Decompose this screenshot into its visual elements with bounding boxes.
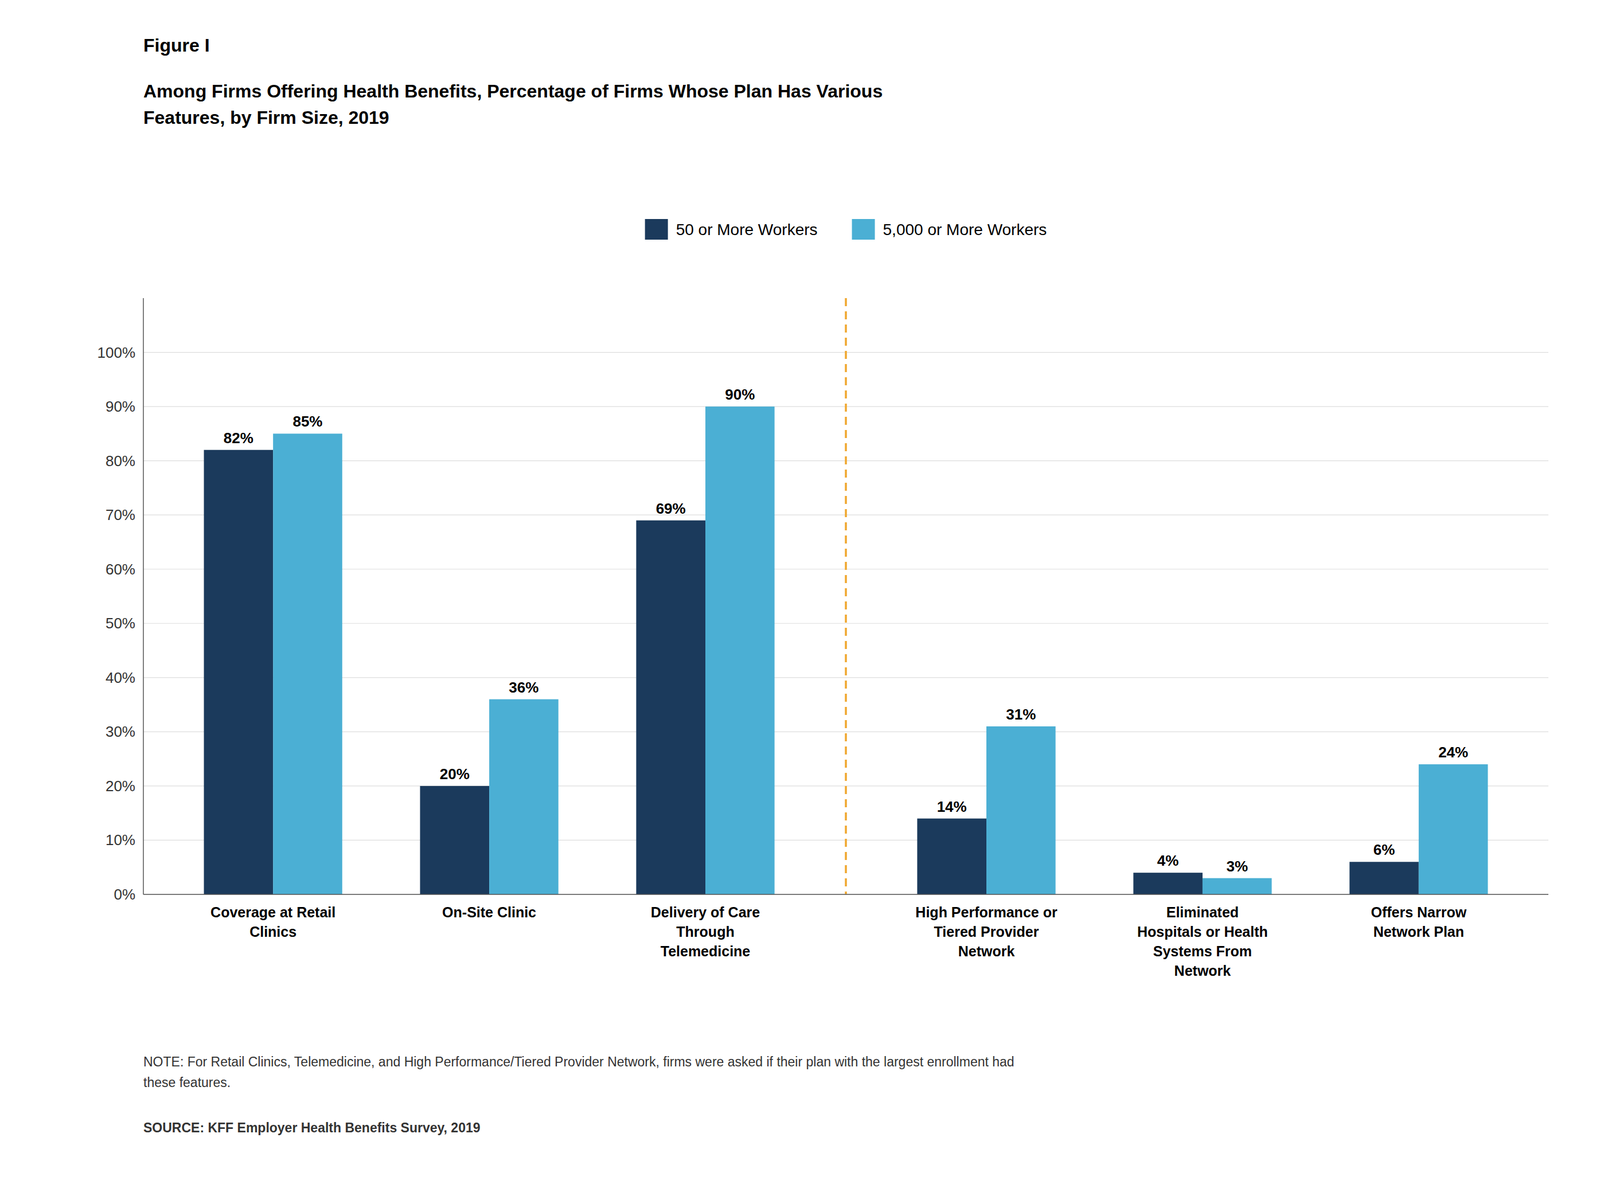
x-tick-label: Offers NarrowNetwork Plan [1370, 904, 1467, 940]
grid-line [143, 894, 1549, 895]
data-label: 4% [1157, 852, 1180, 870]
bar [705, 406, 775, 895]
data-label: 6% [1373, 841, 1396, 859]
grid-line [143, 623, 1549, 624]
note: NOTE: For Retail Clinics, Telemedicine, … [143, 1054, 1015, 1091]
legend-label: 5,000 or More Workers [883, 220, 1048, 239]
y-axis-line [142, 298, 144, 895]
data-label: 36% [508, 678, 539, 697]
bar [1202, 878, 1272, 895]
data-label: 85% [292, 412, 323, 431]
x-tick-label: High Performance orTiered ProviderNetwor… [915, 904, 1058, 960]
x-tick-label: On-Site Clinic [442, 904, 537, 921]
data-label: 90% [724, 385, 755, 404]
bar [1349, 861, 1419, 895]
figure-label: Figure I [143, 34, 210, 56]
bar [1418, 764, 1489, 895]
source: SOURCE: KFF Employer Health Benefits Sur… [143, 1120, 481, 1136]
data-label: 31% [1005, 705, 1036, 724]
y-tick-label: 60% [105, 560, 136, 579]
data-label: 14% [937, 798, 967, 816]
legend-label: 50 or More Workers [676, 220, 818, 239]
bar [419, 786, 490, 895]
data-label: 69% [656, 500, 686, 518]
y-tick-label: 10% [105, 831, 136, 849]
bars [204, 406, 1489, 895]
bar [489, 699, 559, 895]
x-axis-line [143, 894, 1549, 896]
x-tick-label: EliminatedHospitals or HealthSystems Fro… [1137, 904, 1268, 979]
title: Among Firms Offering Health Benefits, Pe… [143, 80, 883, 128]
chart: Figure I Among Firms Offering Health Bene… [0, 0, 1600, 1204]
data-label: 3% [1226, 857, 1248, 876]
y-tick-label: 70% [105, 506, 136, 524]
legend-swatch [852, 219, 876, 240]
y-tick-label: 50% [105, 614, 136, 632]
legend: 50 or More Workers 5,000 or More Workers [645, 219, 1048, 240]
y-tick-label: 90% [105, 397, 136, 416]
bar [204, 450, 274, 895]
y-tick-label: 20% [105, 777, 136, 795]
y-tick-label: 30% [105, 723, 136, 741]
bar [916, 818, 987, 895]
y-tick-label: 40% [105, 669, 136, 687]
bar [272, 433, 343, 895]
data-label: 82% [223, 429, 254, 447]
background [0, 0, 1600, 1204]
y-tick-label: 80% [105, 452, 136, 470]
data-label: 20% [439, 765, 470, 783]
group-divider [844, 298, 848, 895]
bar [635, 520, 706, 895]
y-tick-label: 0% [113, 886, 136, 904]
bar [1133, 872, 1203, 895]
legend-swatch [645, 219, 669, 240]
grid-line [143, 677, 1549, 678]
x-tick-label: Coverage at RetailClinics [210, 904, 336, 940]
data-label: 24% [1438, 743, 1469, 762]
x-tick-label: Delivery of CareThroughTelemedicine [650, 904, 760, 960]
bar [986, 726, 1056, 895]
grid-line [143, 731, 1549, 733]
y-tick-label: 100% [97, 344, 136, 362]
